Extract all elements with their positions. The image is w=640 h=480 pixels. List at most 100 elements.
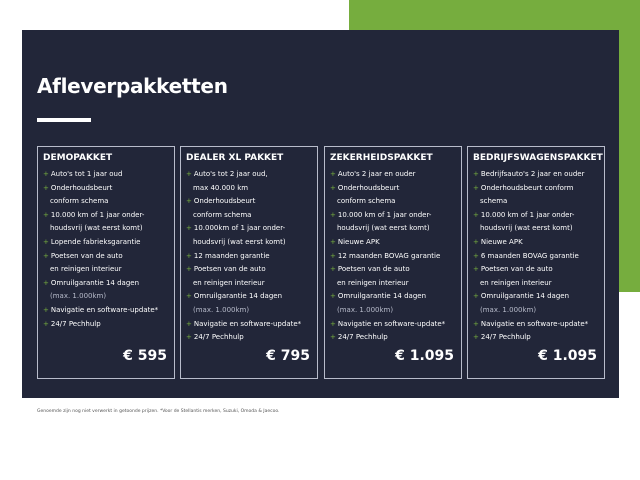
feature-item: + Lopende fabrieksgarantie — [43, 236, 169, 250]
feature-text: Onderhoudsbeurt — [193, 197, 256, 206]
package-name: ZEKERHEIDSPAKKET — [330, 153, 433, 163]
plus-icon: + — [330, 237, 336, 246]
feature-text: 10.000 km of 1 jaar onder- — [337, 210, 432, 219]
plus-icon: + — [43, 251, 49, 260]
feature-text: conform schema — [337, 197, 396, 206]
title-underline — [37, 118, 91, 122]
feature-text: en reinigen interieur — [337, 278, 409, 287]
feature-item: + Omruilgarantie 14 dagen — [330, 290, 456, 304]
plus-icon: + — [186, 224, 192, 233]
plus-icon: + — [330, 265, 336, 274]
feature-text: houdsvrij (wat eerst komt) — [50, 224, 143, 233]
package-price: € 795 — [266, 348, 310, 364]
plus-icon: + — [330, 170, 336, 178]
plus-icon: + — [330, 251, 336, 260]
feature-item: + Poetsen van de auto — [330, 263, 456, 277]
feature-item: +10.000 km of 1 jaar onder- — [43, 209, 169, 223]
feature-item: + Navigatie en software-update* — [473, 318, 599, 332]
package-price: € 595 — [123, 348, 167, 364]
plus-icon: + — [473, 183, 479, 192]
plus-icon: + — [473, 333, 479, 342]
feature-text: Poetsen van de auto — [193, 265, 266, 274]
feature-item: max 40.000 km — [186, 182, 312, 196]
feature-text: (max. 1.000km) — [480, 305, 537, 314]
plus-icon: + — [43, 319, 49, 328]
package-price: € 1.095 — [395, 348, 454, 364]
feature-text: Nieuwe APK — [337, 237, 380, 246]
packages-panel — [22, 30, 619, 398]
feature-text: conform schema — [193, 210, 252, 219]
feature-text: conform schema — [50, 197, 109, 206]
feature-text: schema — [480, 197, 508, 206]
feature-item: +10.000 km of 1 jaar onder- — [330, 209, 456, 223]
feature-item: en reinigen interieur — [330, 277, 456, 291]
plus-icon: + — [186, 265, 192, 274]
plus-icon: + — [186, 251, 192, 260]
feature-item: + Poetsen van de auto — [43, 250, 169, 264]
feature-item: (max. 1.000km) — [43, 290, 169, 304]
package-card: BEDRIJFSWAGENSPAKKET + Bedrijfsauto's 2 ja… — [467, 146, 605, 379]
package-price: € 1.095 — [538, 348, 597, 364]
package-card: DEALER XL PAKKET + Auto's tot 2 jaar oud, m… — [180, 146, 318, 379]
plus-icon: + — [330, 319, 336, 328]
feature-text: Auto's 2 jaar en ouder — [337, 170, 416, 178]
feature-text: Onderhoudsbeurt conform — [480, 183, 574, 192]
feature-text: Omruilgarantie 14 dagen — [50, 278, 140, 287]
feature-text: Omruilgarantie 14 dagen — [337, 292, 427, 301]
feature-item: conform schema — [330, 195, 456, 209]
feature-text: Lopende fabrieksgarantie — [50, 237, 141, 246]
plus-icon: + — [330, 292, 336, 301]
package-name: BEDRIJFSWAGENSPAKKET — [473, 153, 603, 163]
feature-item: + Onderhoudsbeurt — [186, 195, 312, 209]
feature-item: +24/7 Pechhulp — [330, 331, 456, 345]
package-features: + Auto's 2 jaar en ouder + Onderhoudsbeurt c… — [330, 168, 456, 345]
feature-text: 6 maanden BOVAG garantie — [480, 251, 579, 260]
feature-text: houdsvrij (wat eerst komt) — [193, 237, 286, 246]
plus-icon: + — [473, 237, 479, 246]
feature-item: + Poetsen van de auto — [186, 263, 312, 277]
package-name: DEMOPAKKET — [43, 153, 113, 163]
plus-icon: + — [186, 170, 192, 178]
feature-text: en reinigen interieur — [193, 278, 265, 287]
plus-icon: + — [473, 265, 479, 274]
feature-text: Bedrijfsauto's 2 jaar en ouder — [480, 170, 585, 178]
feature-item: houdsvrij (wat eerst komt) — [330, 222, 456, 236]
plus-icon: + — [330, 210, 336, 219]
feature-item: + Omruilgarantie 14 dagen — [186, 290, 312, 304]
feature-item: houdsvrij (wat eerst komt) — [186, 236, 312, 250]
feature-item: en reinigen interieur — [43, 263, 169, 277]
plus-icon: + — [43, 237, 49, 246]
feature-item: + Auto's tot 2 jaar oud, — [186, 168, 312, 182]
feature-item: + Onderhoudsbeurt — [43, 182, 169, 196]
feature-item: + Nieuwe APK — [473, 236, 599, 250]
feature-text: en reinigen interieur — [480, 278, 552, 287]
package-name: DEALER XL PAKKET — [186, 153, 284, 163]
feature-item: +24/7 Pechhulp — [186, 331, 312, 345]
feature-item: + Auto's 2 jaar en ouder — [330, 168, 456, 182]
feature-text: Navigatie en software-update* — [50, 305, 159, 314]
plus-icon: + — [473, 319, 479, 328]
feature-item: houdsvrij (wat eerst komt) — [43, 222, 169, 236]
feature-item: + Nieuwe APK — [330, 236, 456, 250]
package-features: + Bedrijfsauto's 2 jaar en ouder + Onderhou… — [473, 168, 599, 345]
feature-text: 12 maanden BOVAG garantie — [337, 251, 441, 260]
plus-icon: + — [473, 251, 479, 260]
feature-text: Onderhoudsbeurt — [337, 183, 400, 192]
feature-item: + Bedrijfsauto's 2 jaar en ouder — [473, 168, 599, 182]
plus-icon: + — [43, 170, 49, 178]
feature-text: Omruilgarantie 14 dagen — [193, 292, 283, 301]
feature-item: +10.000km of 1 jaar onder- — [186, 222, 312, 236]
plus-icon: + — [186, 333, 192, 342]
feature-text: Navigatie en software-update* — [480, 319, 589, 328]
feature-text: Navigatie en software-update* — [337, 319, 446, 328]
feature-item: houdsvrij (wat eerst komt) — [473, 222, 599, 236]
feature-item: (max. 1.000km) — [186, 304, 312, 318]
feature-item: + Auto's tot 1 jaar oud — [43, 168, 169, 182]
feature-item: + Navigatie en software-update* — [43, 304, 169, 318]
feature-text: Nieuwe APK — [480, 237, 523, 246]
feature-item: +24/7 Pechhulp — [473, 331, 599, 345]
plus-icon: + — [473, 170, 479, 178]
feature-text: houdsvrij (wat eerst komt) — [480, 224, 573, 233]
feature-text: Onderhoudsbeurt — [50, 183, 113, 192]
plus-icon: + — [186, 197, 192, 206]
